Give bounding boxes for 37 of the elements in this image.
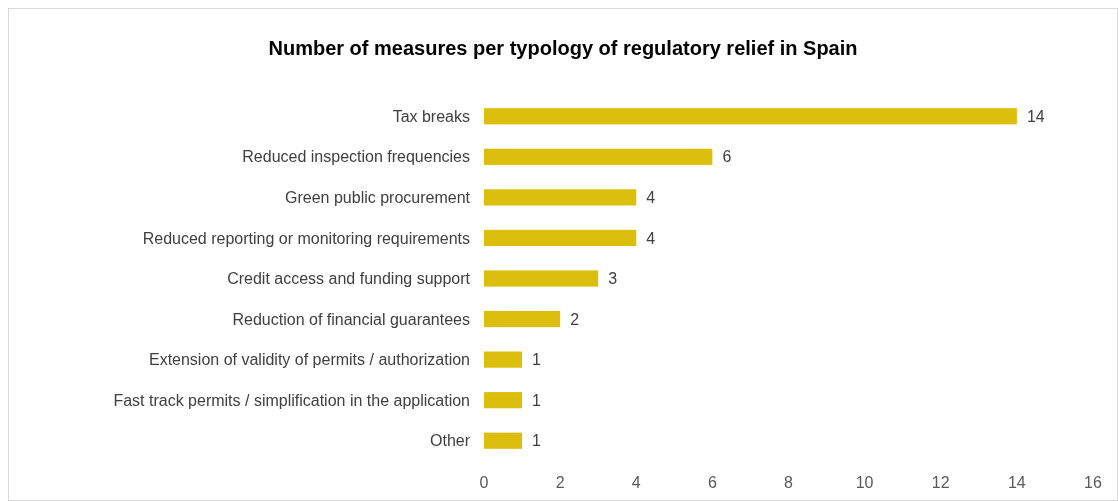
data-label: 4 bbox=[646, 188, 656, 206]
data-label: 2 bbox=[570, 310, 580, 328]
y-tick-label: Tax breaks bbox=[392, 107, 470, 125]
y-tick-label: Reduced reporting or monitoring requirements bbox=[142, 229, 470, 247]
data-label: 1 bbox=[532, 351, 542, 369]
x-tick-label: 2 bbox=[555, 474, 565, 491]
data-label: 4 bbox=[646, 229, 656, 247]
x-tick-label: 6 bbox=[707, 474, 717, 491]
x-tick-label: 12 bbox=[931, 474, 950, 491]
data-label: 14 bbox=[1026, 107, 1045, 125]
bar bbox=[484, 148, 713, 165]
x-tick-label: 14 bbox=[1007, 474, 1026, 491]
x-tick-label: 10 bbox=[855, 474, 874, 491]
bar bbox=[484, 310, 561, 328]
y-tick-label: Extension of validity of permits / authorization bbox=[148, 351, 470, 369]
bar bbox=[484, 229, 637, 247]
y-tick-label: Other bbox=[429, 432, 471, 450]
data-label: 3 bbox=[608, 270, 618, 288]
y-tick-label: Credit access and funding support bbox=[227, 270, 471, 288]
bar bbox=[484, 432, 523, 449]
bar bbox=[484, 270, 599, 287]
data-label: 6 bbox=[722, 148, 732, 166]
bar bbox=[484, 351, 523, 368]
data-label: 1 bbox=[532, 391, 542, 409]
bar bbox=[484, 189, 637, 206]
y-tick-label: Reduction of financial guarantees bbox=[232, 310, 470, 328]
chart-title: Number of measures per typology of regulatory relief in Spain bbox=[268, 37, 858, 59]
bar bbox=[484, 108, 1017, 125]
data-label: 1 bbox=[532, 432, 542, 450]
y-tick-label: Green public procurement bbox=[285, 188, 471, 206]
y-tick-label: Reduced inspection frequencies bbox=[242, 148, 470, 166]
x-tick-label: 0 bbox=[479, 474, 489, 491]
x-tick-label: 8 bbox=[784, 474, 794, 491]
x-tick-label: 16 bbox=[1084, 474, 1102, 491]
bar bbox=[484, 392, 523, 409]
y-tick-label: Fast track permits / simplification in the application bbox=[113, 391, 470, 409]
x-tick-label: 4 bbox=[631, 474, 641, 491]
